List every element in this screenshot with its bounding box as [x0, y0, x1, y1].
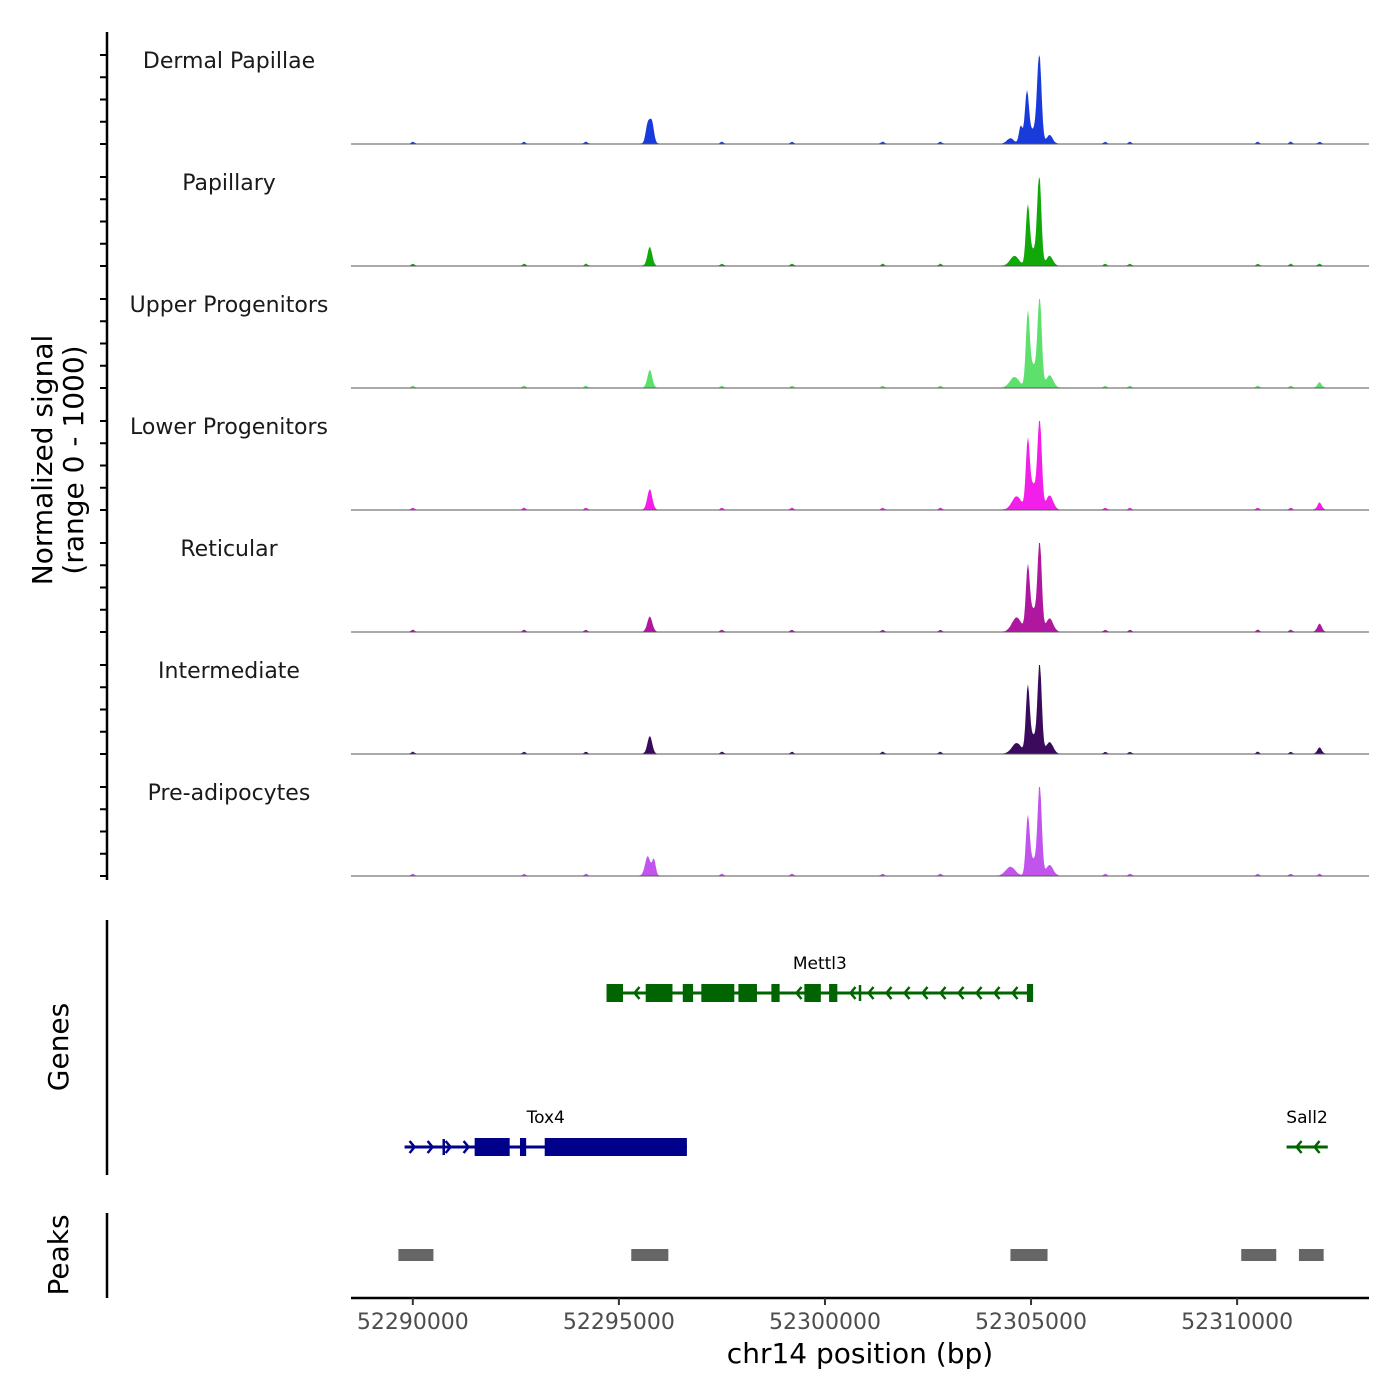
peak-region	[1010, 1249, 1048, 1261]
strand-arrow	[848, 986, 857, 1000]
strand-arrow	[902, 986, 911, 1000]
gene-exon	[771, 984, 780, 1002]
track-upper-progenitors: Upper Progenitors	[130, 293, 1369, 389]
x-tick-label: 52295000	[563, 1310, 675, 1335]
strand-arrow	[632, 986, 641, 1000]
track-label: Reticular	[180, 537, 278, 562]
strand-arrow	[884, 986, 893, 1000]
y-axis-title-line2: (range 0 - 1000)	[57, 345, 90, 574]
strand-arrow	[938, 986, 947, 1000]
strand-arrow	[426, 1140, 435, 1154]
coverage-area	[351, 787, 1369, 876]
strand-arrow	[974, 986, 983, 1000]
coverage-area	[351, 421, 1369, 510]
track-label: Upper Progenitors	[130, 293, 329, 318]
strand-arrow	[956, 986, 965, 1000]
strand-arrow	[462, 1140, 471, 1154]
y-axis-title-line1: Normalized signal	[26, 335, 59, 586]
strand-arrow	[992, 986, 1001, 1000]
peak-region	[631, 1249, 669, 1261]
peak-region	[1298, 1249, 1324, 1261]
gene-exon	[829, 984, 838, 1002]
gene-exon	[544, 1138, 687, 1156]
gene-tox4: Tox4	[404, 1108, 687, 1156]
x-axis-title: chr14 position (bp)	[727, 1337, 993, 1370]
coverage-tracks: Dermal Papillae Papillary Upper Progenitor…	[130, 49, 1369, 877]
peaks-track-title: Peaks	[42, 1214, 75, 1295]
track-label: Intermediate	[158, 659, 300, 684]
gene-exon	[519, 1138, 527, 1156]
gene-sall2: Sall2	[1286, 1108, 1328, 1154]
gene-exon	[606, 984, 624, 1002]
genes-track: Mettl3 Tox4 Sall2	[404, 954, 1328, 1156]
gene-exon	[645, 984, 673, 1002]
track-label: Dermal Papillae	[143, 49, 315, 74]
strand-arrow	[408, 1140, 417, 1154]
gene-exon	[1026, 984, 1034, 1002]
gene-label: Mettl3	[793, 954, 847, 974]
track-pre-adipocytes: Pre-adipocytes	[148, 781, 1369, 877]
x-tick-label: 52305000	[975, 1310, 1087, 1335]
strand-arrow	[920, 986, 929, 1000]
track-label: Papillary	[182, 171, 276, 196]
track-papillary: Papillary	[182, 171, 1369, 267]
peaks-track	[398, 1249, 1324, 1261]
coverage-y-axis-ticks	[100, 54, 107, 877]
x-tick-label: 52300000	[769, 1310, 881, 1335]
strand-arrow	[444, 1140, 453, 1154]
track-dermal-papillae: Dermal Papillae	[143, 49, 1369, 145]
gene-exon	[701, 984, 735, 1002]
track-label: Lower Progenitors	[130, 415, 328, 440]
coverage-area	[351, 177, 1369, 266]
x-tick-label: 52310000	[1181, 1310, 1293, 1335]
coverage-area	[351, 55, 1369, 144]
track-lower-progenitors: Lower Progenitors	[130, 415, 1369, 511]
strand-arrow	[794, 986, 803, 1000]
coverage-area	[351, 543, 1369, 632]
strand-arrow	[1312, 1140, 1321, 1154]
peak-region	[1241, 1249, 1277, 1261]
coverage-area	[351, 665, 1369, 754]
gene-label: Tox4	[526, 1108, 565, 1128]
gene-exon	[474, 1138, 510, 1156]
strand-arrow	[866, 986, 875, 1000]
track-intermediate: Intermediate	[158, 659, 1369, 755]
gene-label: Sall2	[1286, 1108, 1327, 1128]
strand-arrow	[1294, 1140, 1303, 1154]
strand-arrow	[1010, 986, 1019, 1000]
gene-mettl3: Mettl3	[606, 954, 1034, 1002]
track-label: Pre-adipocytes	[148, 781, 311, 806]
gene-exon	[804, 984, 821, 1002]
gene-exon	[738, 984, 757, 1002]
gene-exon	[682, 984, 694, 1002]
peak-region	[398, 1249, 434, 1261]
genes-track-title: Genes	[42, 1003, 75, 1091]
coverage-area	[351, 299, 1369, 388]
x-axis-ticks: 52290000 52295000 52300000 52305000 52310000	[357, 1298, 1293, 1335]
x-tick-label: 52290000	[357, 1310, 469, 1335]
track-reticular: Reticular	[180, 537, 1369, 633]
